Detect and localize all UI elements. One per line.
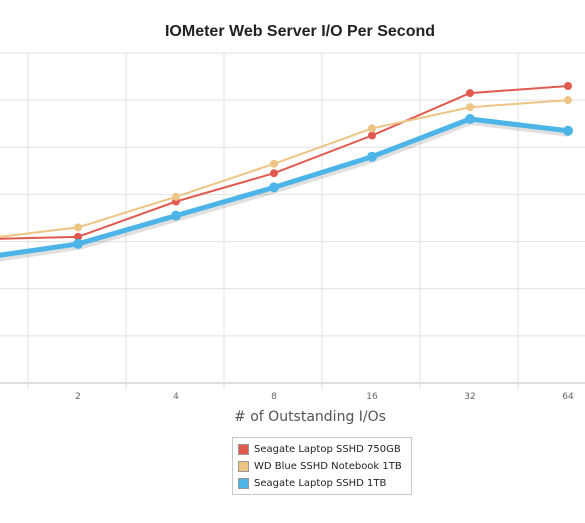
legend-label: WD Blue SSHD Notebook 1TB <box>254 461 402 472</box>
data-point[interactable] <box>367 151 377 162</box>
x-tick-label: 32 <box>464 392 475 402</box>
legend-swatch <box>238 478 249 489</box>
x-tick-label: 8 <box>271 392 277 402</box>
data-point[interactable] <box>466 89 474 98</box>
data-point[interactable] <box>74 223 82 232</box>
legend-item-seagate-750gb[interactable]: Seagate Laptop SSHD 750GB <box>238 441 406 458</box>
x-tick-labels: 2 4 8 16 32 64 <box>75 392 574 402</box>
x-tick-label: 4 <box>173 392 179 402</box>
data-point[interactable] <box>563 125 573 136</box>
series-seagate-750gb <box>0 82 572 241</box>
legend: Seagate Laptop SSHD 750GB WD Blue SSHD N… <box>232 437 412 495</box>
data-point[interactable] <box>270 169 278 178</box>
series-seagate-1tb <box>0 114 573 262</box>
x-tick-label: 2 <box>75 392 81 402</box>
legend-swatch <box>238 461 249 472</box>
data-point[interactable] <box>564 82 572 90</box>
data-point[interactable] <box>466 103 474 112</box>
legend-label: Seagate Laptop SSHD 750GB <box>254 444 401 455</box>
x-tick-label: 16 <box>366 392 378 402</box>
series-line <box>0 85 569 240</box>
legend-label: Seagate Laptop SSHD 1TB <box>254 478 387 489</box>
legend-item-seagate-1tb[interactable]: Seagate Laptop SSHD 1TB <box>238 475 406 492</box>
series-wd-blue-1tb <box>0 96 572 238</box>
series-layer <box>0 82 573 262</box>
data-point[interactable] <box>564 96 572 105</box>
data-point[interactable] <box>171 210 181 221</box>
data-point[interactable] <box>172 192 180 201</box>
data-point[interactable] <box>465 114 475 124</box>
chart-title: IOMeter Web Server I/O Per Second <box>165 23 435 40</box>
data-point[interactable] <box>73 238 83 249</box>
data-point[interactable] <box>269 182 279 193</box>
data-point[interactable] <box>368 131 376 140</box>
legend-item-wd-blue-1tb[interactable]: WD Blue SSHD Notebook 1TB <box>238 458 406 475</box>
legend-swatch <box>238 444 249 455</box>
x-tick-label: 64 <box>562 392 574 402</box>
grid <box>0 52 585 389</box>
data-point[interactable] <box>74 232 82 241</box>
data-point[interactable] <box>270 159 278 168</box>
x-axis-label: # of Outstanding I/Os <box>234 409 386 425</box>
data-point[interactable] <box>368 124 376 133</box>
